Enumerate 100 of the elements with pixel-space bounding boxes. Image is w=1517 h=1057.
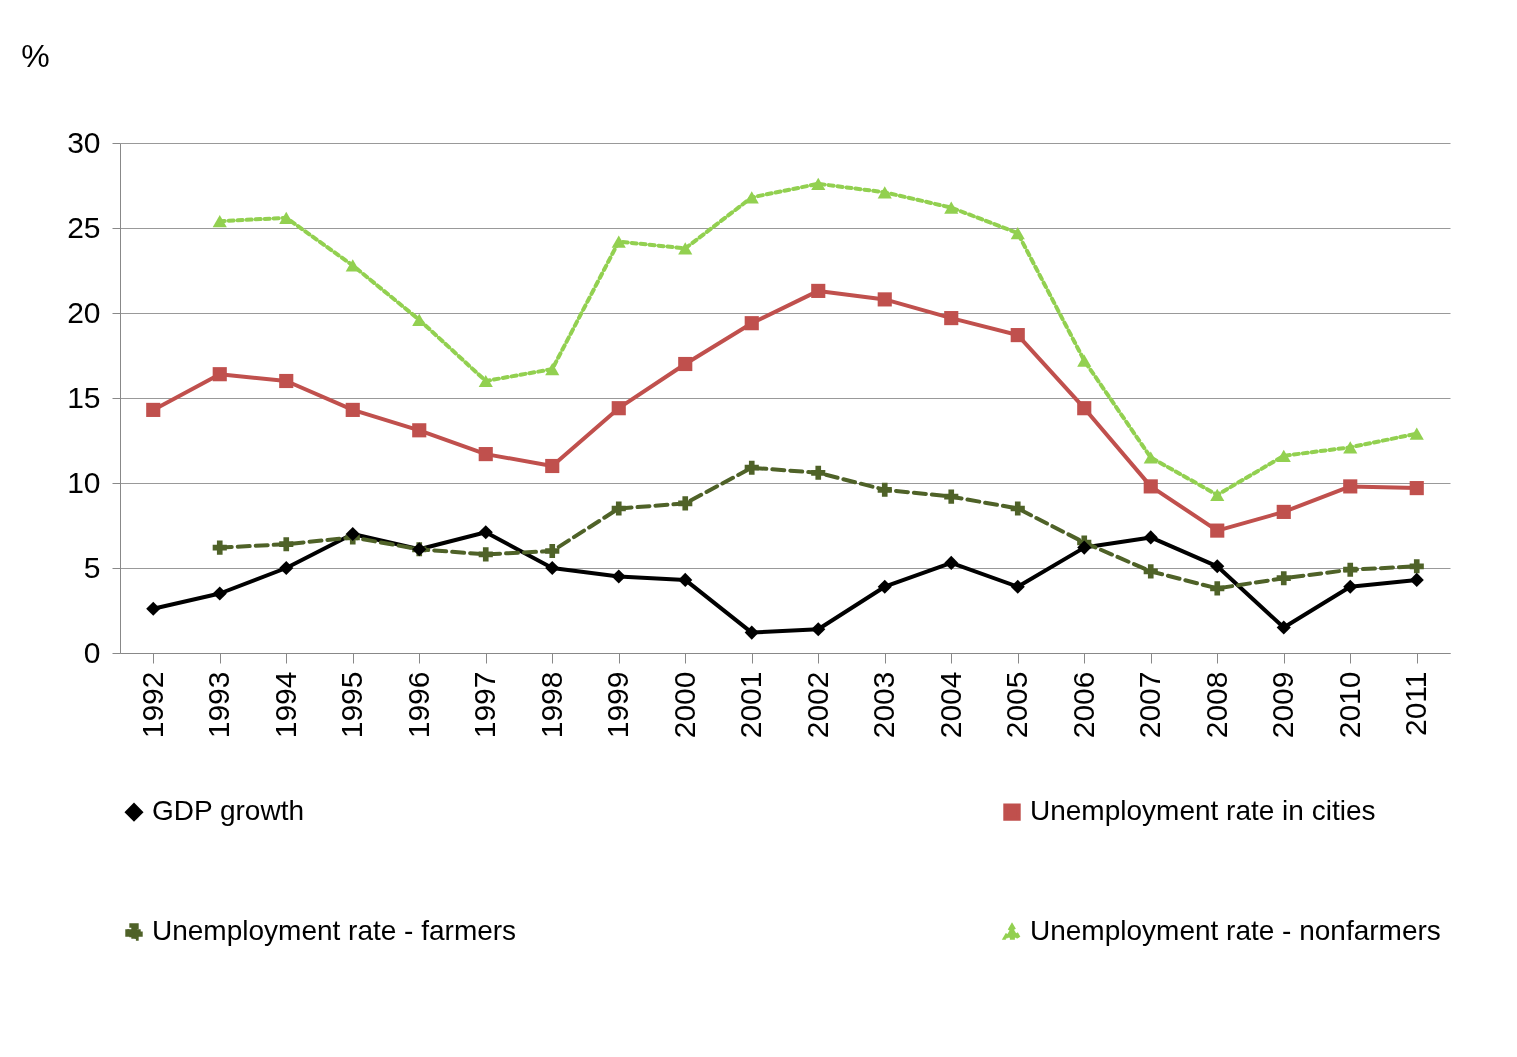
point <box>811 622 826 637</box>
y-tick-label: 5 <box>83 550 101 584</box>
x-tick-label: 2011 <box>1399 671 1433 737</box>
point <box>478 374 493 388</box>
point <box>811 283 826 298</box>
point <box>1010 579 1025 594</box>
point <box>611 501 626 516</box>
point <box>412 423 427 438</box>
point <box>944 201 959 214</box>
point <box>678 572 693 587</box>
point <box>744 316 759 331</box>
point <box>877 292 892 307</box>
point <box>611 401 626 416</box>
point <box>1276 449 1291 462</box>
point <box>146 402 161 417</box>
x-tick-label: 2006 <box>1066 671 1100 739</box>
point <box>1010 328 1025 343</box>
point <box>412 313 427 326</box>
legend-label: Unemployment rate in cities <box>1030 795 1376 827</box>
x-tick-label: 2009 <box>1266 671 1300 739</box>
point <box>1276 504 1291 519</box>
x-tick-label: 1995 <box>335 671 369 739</box>
point <box>545 458 560 474</box>
point <box>811 465 826 480</box>
point <box>1210 581 1225 596</box>
x-tick-label: 2007 <box>1133 671 1167 739</box>
point <box>478 447 493 462</box>
point <box>279 537 294 552</box>
point <box>877 482 892 497</box>
point <box>1343 579 1358 594</box>
point <box>678 496 693 511</box>
point <box>345 402 360 417</box>
point <box>1077 401 1092 416</box>
point <box>1409 559 1424 574</box>
point <box>1143 451 1158 464</box>
point <box>1210 488 1225 502</box>
point <box>678 356 693 372</box>
point <box>811 177 826 190</box>
point <box>545 560 560 576</box>
x-tick-label: 2001 <box>734 671 768 739</box>
point <box>146 601 161 616</box>
point <box>1010 501 1025 516</box>
x-tick-label: 2004 <box>933 671 967 739</box>
y-tick-label: 10 <box>67 465 101 499</box>
y-tick-label: 25 <box>67 210 101 244</box>
x-tick-label: 2010 <box>1332 671 1366 739</box>
point <box>212 586 227 601</box>
point <box>1276 620 1291 635</box>
point <box>877 579 892 594</box>
x-tick-label: 2005 <box>1000 671 1034 739</box>
point <box>1409 572 1424 587</box>
legend-label: GDP growth <box>152 795 304 827</box>
x-tick-label: 2008 <box>1199 671 1233 739</box>
point <box>744 460 759 475</box>
point <box>1143 564 1158 579</box>
y-tick-label: 30 <box>67 125 101 159</box>
point <box>1343 562 1358 577</box>
x-tick-label: 1998 <box>534 671 568 739</box>
point <box>345 526 360 542</box>
point <box>611 569 626 584</box>
x-tick-label: 1997 <box>468 671 502 739</box>
x-tick-label: 1992 <box>135 671 169 739</box>
point <box>1343 441 1358 454</box>
x-tick-label: 1994 <box>268 671 302 739</box>
point <box>1077 354 1092 367</box>
y-tick-label: 0 <box>83 635 101 669</box>
point <box>545 362 560 376</box>
point <box>744 191 759 204</box>
point <box>1143 479 1158 494</box>
point <box>1210 523 1225 538</box>
x-tick-label: 1993 <box>202 671 236 739</box>
point <box>1276 571 1291 586</box>
point <box>279 373 294 389</box>
point <box>345 259 360 272</box>
point <box>212 367 227 382</box>
x-tick-label: 2000 <box>667 671 701 739</box>
point <box>212 540 227 555</box>
point <box>1343 479 1358 494</box>
legend-label: Unemployment rate - farmers <box>152 915 517 946</box>
point <box>944 555 959 570</box>
x-tick-label: 1999 <box>601 671 635 739</box>
x-tick-label: 2002 <box>800 671 834 739</box>
point <box>1077 540 1092 555</box>
point <box>1010 226 1025 240</box>
point <box>944 489 959 504</box>
point <box>545 543 560 559</box>
point <box>1210 559 1225 574</box>
legend-label: Unemployment rate - nonfarmers <box>1030 915 1441 946</box>
point <box>944 311 959 326</box>
x-tick-label: 1996 <box>401 671 435 739</box>
point <box>678 242 693 255</box>
point <box>279 211 294 224</box>
point <box>1409 427 1424 440</box>
point <box>212 215 227 228</box>
point <box>611 235 626 248</box>
point <box>1409 481 1424 496</box>
x-tick-label: 2003 <box>867 671 901 739</box>
point <box>744 625 759 640</box>
y-tick-label: 20 <box>67 295 101 329</box>
y-tick-label: 15 <box>67 380 101 414</box>
